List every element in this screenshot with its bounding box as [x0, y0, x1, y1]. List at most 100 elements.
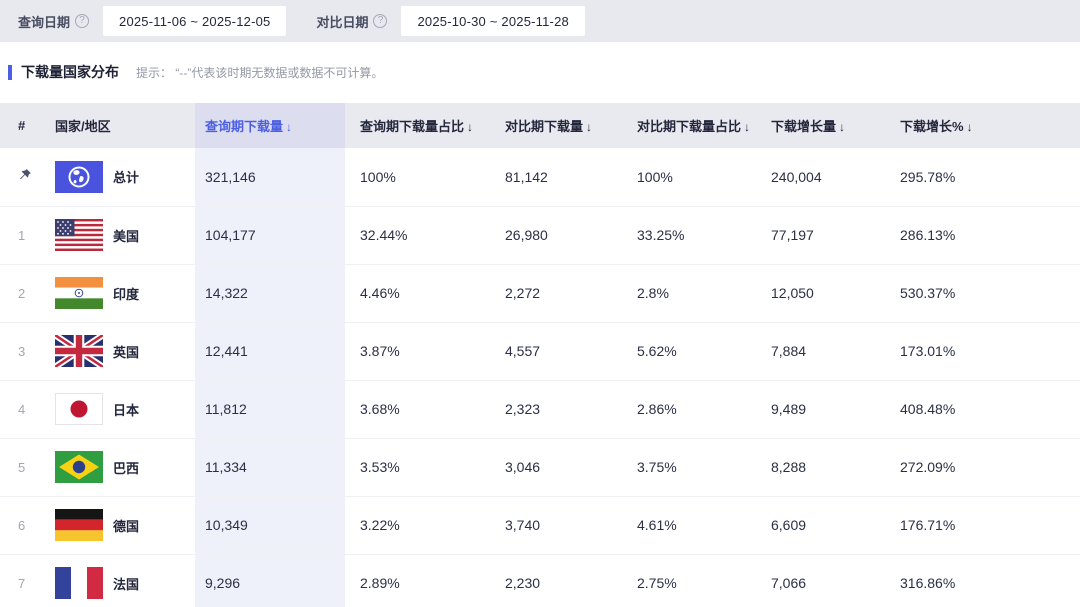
growth-pct-cell: 272.09% [900, 459, 956, 475]
column-header-q_share[interactable]: 查询期下载量占比 ↓ [345, 103, 490, 148]
table-row: 7 法国 9,296 2.89% 2,230 2.75% 7,066 316.86% [0, 554, 1080, 607]
c-share-cell: 2.86% [637, 401, 677, 417]
q-share-cell: 3.22% [360, 517, 400, 533]
country-cell: 总计 [55, 148, 195, 206]
rank-cell: 6 [18, 517, 26, 533]
column-label: 对比期下载量占比 [637, 119, 742, 134]
q-downloads-cell: 11,334 [195, 438, 345, 496]
section-title: 下载量国家分布 [21, 64, 119, 80]
growth-cell: 12,050 [771, 285, 814, 301]
growth-cell: 7,066 [771, 575, 807, 591]
rank-cell: 4 [18, 401, 26, 417]
country-cell: 印度 [55, 264, 195, 322]
rank-cell: 2 [18, 285, 26, 301]
c-downloads-cell: 4,557 [505, 343, 541, 359]
country-downloads-table: # 国家/地区 查询期下载量 ↓ 查询期下载量占比 ↓ 对比期下载量 ↓ 对比期下载量占比 ↓ 下载… [0, 103, 1080, 607]
table-row: 4 日本 11,812 3.68% 2,323 2.86% 9,489 408.48% [0, 380, 1080, 438]
growth-pct-cell: 295.78% [900, 168, 956, 185]
sort-desc-icon[interactable]: ↓ [586, 120, 593, 134]
query-date-label-text: 查询日期 [18, 14, 71, 30]
q-downloads-cell: 104,177 [195, 206, 345, 264]
c-downloads-cell: 26,980 [505, 227, 548, 243]
compare-date-label: 对比日期 [316, 12, 388, 31]
growth-pct-cell: 286.13% [900, 227, 956, 243]
query-date-range-input[interactable]: 2025-11-06 ~ 2025-12-05 [103, 6, 287, 36]
c-share-cell: 2.8% [637, 285, 669, 301]
q-downloads-cell: 321,146 [195, 148, 345, 206]
q-share-cell: 100% [360, 168, 396, 185]
country-name: 日本 [113, 402, 140, 418]
help-circle-icon[interactable] [75, 14, 90, 28]
compare-date-range-input[interactable]: 2025-10-30 ~ 2025-11-28 [401, 6, 585, 36]
india-flag-icon [55, 277, 103, 309]
growth-pct-cell: 173.01% [900, 343, 956, 359]
query-date-label: 查询日期 [18, 12, 90, 31]
country-cell: 巴西 [55, 438, 195, 496]
column-header-growth[interactable]: 下载增长量 ↓ [760, 103, 885, 148]
country-cell: 日本 [55, 380, 195, 438]
query-date-filter: 查询日期 2025-11-06 ~ 2025-12-05 [18, 6, 287, 36]
q-share-cell: 3.87% [360, 343, 400, 359]
country-name: 巴西 [113, 460, 140, 476]
pin-icon [18, 168, 32, 182]
q-share-cell: 2.89% [360, 575, 400, 591]
table-row: 6 德国 10,349 3.22% 3,740 4.61% 6,609 176.71% [0, 496, 1080, 554]
country-name: 德国 [113, 518, 140, 534]
sort-desc-icon[interactable]: ↓ [744, 120, 751, 134]
column-label: 下载增长% [900, 119, 964, 134]
column-label: 对比期下载量 [505, 119, 584, 134]
c-downloads-cell: 81,142 [505, 168, 548, 185]
q-share-cell: 3.53% [360, 459, 400, 475]
c-downloads-cell: 2,272 [505, 285, 541, 301]
growth-pct-cell: 530.37% [900, 285, 956, 301]
sort-desc-icon[interactable]: ↓ [286, 120, 293, 134]
q-downloads-cell: 11,812 [195, 380, 345, 438]
column-header-c_share[interactable]: 对比期下载量占比 ↓ [625, 103, 760, 148]
table-row: 5 巴西 11,334 3.53% 3,046 3.75% 8,288 272.09% [0, 438, 1080, 496]
growth-cell: 77,197 [771, 227, 814, 243]
c-share-cell: 100% [637, 168, 673, 185]
column-header-growth_pct[interactable]: 下载增长% ↓ [885, 103, 1080, 148]
column-label: # [18, 118, 26, 133]
france-flag-icon [55, 567, 103, 599]
growth-cell: 9,489 [771, 401, 807, 417]
country-name: 印度 [113, 286, 140, 302]
sort-desc-icon[interactable]: ↓ [467, 120, 474, 134]
section-header: 下载量国家分布 提示： “--”代表该时期无数据或数据不可计算。 [8, 63, 1080, 81]
q-share-cell: 3.68% [360, 401, 400, 417]
sort-desc-icon[interactable]: ↓ [839, 120, 846, 134]
c-share-cell: 2.75% [637, 575, 677, 591]
country-cell: 美国 [55, 206, 195, 264]
growth-pct-cell: 408.48% [900, 401, 956, 417]
compare-date-label-text: 对比日期 [316, 14, 369, 30]
country-cell: 德国 [55, 496, 195, 554]
compare-date-filter: 对比日期 2025-10-30 ~ 2025-11-28 [316, 6, 585, 36]
accent-bar [8, 64, 12, 80]
c-downloads-cell: 2,323 [505, 401, 541, 417]
help-circle-icon[interactable] [373, 14, 388, 28]
japan-flag-icon [55, 393, 103, 425]
growth-pct-cell: 316.86% [900, 575, 956, 591]
c-share-cell: 33.25% [637, 227, 685, 243]
table-header-row: # 国家/地区 查询期下载量 ↓ 查询期下载量占比 ↓ 对比期下载量 ↓ 对比期下载量占比 ↓ 下载… [0, 103, 1080, 148]
table-row: 2 印度 14,322 4.46% 2,272 2.8% 12,050 530.37% [0, 264, 1080, 322]
q-downloads-cell: 14,322 [195, 264, 345, 322]
growth-cell: 240,004 [771, 168, 822, 185]
filter-bar: 查询日期 2025-11-06 ~ 2025-12-05 对比日期 2025-1… [0, 0, 1080, 42]
sort-desc-icon[interactable]: ↓ [966, 120, 973, 134]
rank-cell: 1 [18, 227, 26, 243]
uk-flag-icon [53, 332, 105, 370]
c-downloads-cell: 3,046 [505, 459, 541, 475]
column-header-q_downloads[interactable]: 查询期下载量 ↓ [195, 103, 345, 148]
q-share-cell: 4.46% [360, 285, 400, 301]
c-downloads-cell: 3,740 [505, 517, 541, 533]
column-header-c_downloads[interactable]: 对比期下载量 ↓ [490, 103, 625, 148]
column-label: 下载增长量 [771, 119, 837, 134]
germany-flag-icon [55, 509, 103, 541]
q-downloads-cell: 10,349 [195, 496, 345, 554]
growth-cell: 8,288 [771, 459, 807, 475]
country-name: 英国 [113, 344, 140, 360]
q-share-cell: 32.44% [360, 227, 408, 243]
table-row: 3 英国 12,441 3.87% 4,557 5.62% 7,884 173.01% [0, 322, 1080, 380]
country-cell: 英国 [53, 322, 195, 380]
